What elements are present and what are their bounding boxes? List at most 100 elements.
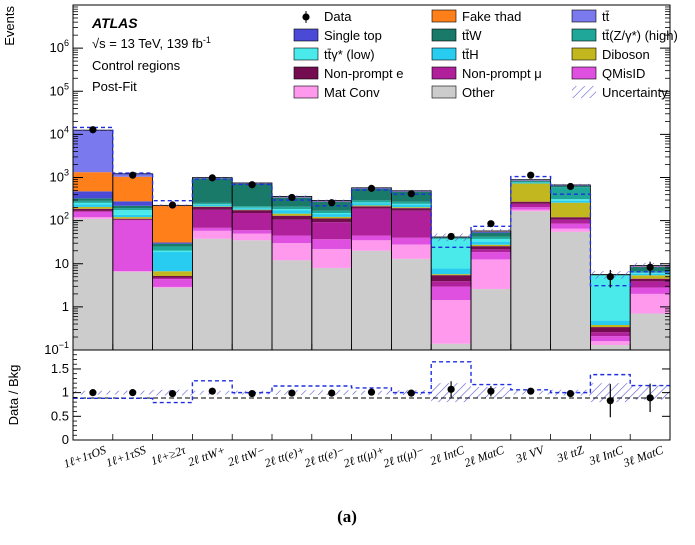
legend-label-14: Uncertainty: [602, 85, 668, 100]
stack-bar-2-7: [351, 235, 392, 241]
stack-bar-5-1: [112, 217, 153, 219]
legend-label-10: Non-prompt μ: [462, 66, 542, 81]
category-label-7: 2ℓ tt(μ)+: [341, 443, 386, 471]
legend-label-13: Other: [462, 85, 495, 100]
stack-bar-0-7: [351, 250, 392, 350]
stack-bar-2-9: [431, 286, 471, 301]
stack-bar-3-6: [311, 222, 352, 240]
stack-bar-9-10: [471, 232, 511, 237]
stack-bar-0-1: [112, 271, 153, 350]
data-point-8: [407, 190, 415, 198]
stack-bar-9-11: [510, 180, 551, 182]
stack-bar-7-5: [272, 209, 312, 211]
main-plot: 10−1 1 10 102 103 104 105 106 Events: [2, 4, 671, 440]
stack-bar-6-5: [272, 210, 312, 214]
legend-label-11: QMisID: [602, 66, 645, 81]
stack-bar-4-10: [471, 246, 511, 250]
stack-bar-2-4: [232, 230, 272, 234]
stack-bar-6-4: [232, 208, 272, 210]
stack-bar-6-1: [112, 214, 153, 218]
stack-bar-8-7: [351, 200, 392, 203]
stack-bar-4-5: [272, 215, 312, 220]
category-label-8: 2ℓ tt(μ)−: [381, 443, 426, 471]
stack-bar-0-14: [630, 313, 670, 350]
uncertainty-bin-10: [471, 228, 511, 234]
stack-bar-2-0: [73, 211, 113, 218]
stack-bar-9-3: [192, 178, 233, 203]
stack-bar-4-12: [550, 217, 591, 220]
stack-bar-1-6: [311, 248, 352, 268]
stack-bar-0-8: [391, 258, 432, 350]
legend-label-9: Non-prompt e: [324, 66, 403, 81]
stack-bar-8-11: [510, 181, 551, 183]
stack-bar-5-9: [431, 274, 471, 276]
stack-bar-3-13: [590, 332, 631, 337]
stack-bar-1-5: [272, 243, 312, 261]
stack-bar-1-2: [152, 286, 193, 288]
legend-label-3: Single top: [324, 28, 382, 43]
atlas-label: ATLAS: [91, 15, 138, 31]
data-points: [89, 126, 654, 288]
stack-bar-3-12: [550, 219, 591, 224]
y-axis-label: Events: [2, 6, 17, 46]
y-tick-label-5: 104: [50, 124, 69, 141]
y-tick-label-2: 10: [55, 256, 69, 271]
ratio-y-axis-ticks: 0 0.5 1 1.5: [51, 354, 670, 447]
stack-bar-2-5: [272, 235, 312, 244]
stack-bar-2-6: [311, 239, 352, 249]
legend-swatch-10: [431, 66, 457, 80]
stack-bar-2-10: [471, 252, 511, 260]
stack-bar-9-7: [351, 188, 392, 201]
stack-bar-6-12: [550, 200, 591, 203]
data-point-2: [168, 201, 177, 209]
ratio-point-2: [168, 389, 177, 398]
stack-bar-1-4: [232, 233, 272, 241]
stack-bar-0-11: [510, 211, 551, 350]
stack-bar-9-0: [73, 198, 113, 201]
data-point-10: [487, 220, 495, 228]
stack-bar-0-3: [192, 238, 233, 350]
stack-bar-3-5: [272, 219, 312, 236]
legend-label-1: Fake τhad: [462, 9, 521, 24]
stack-bar-0-5: [272, 260, 312, 350]
stack-bar-5-10: [471, 244, 511, 247]
ratio-point-11: [527, 387, 535, 395]
stack-bar-4-4: [232, 210, 272, 214]
stack-bar-10-0: [73, 191, 113, 199]
stack-bar-1-12: [550, 228, 591, 232]
stack-bar-2-1: [112, 220, 153, 272]
stack-bar-3-2: [152, 277, 193, 280]
legend-label-8: Diboson: [602, 47, 650, 62]
y-tick-label-3: 102: [50, 211, 69, 228]
stack-bar-1-13: [590, 341, 631, 346]
y-tick-label-6: 105: [50, 81, 69, 98]
stack-bar-0-13: [590, 345, 631, 350]
panel-label: (a): [337, 507, 357, 526]
stack-bar-3-9: [431, 281, 471, 287]
ratio-point-1: [129, 389, 137, 397]
ratio-point-8: [407, 389, 415, 397]
category-label-12: 3ℓ ttZ: [554, 443, 586, 466]
stack-bar-4-1: [112, 218, 153, 220]
ratio-point-3: [208, 387, 216, 395]
stack-bar-1-11: [510, 209, 551, 212]
stack-bar-1-14: [630, 293, 670, 314]
ratio-data-points: [89, 381, 654, 418]
stack-bar-7-1: [112, 210, 153, 215]
stack-bar-10-1: [112, 201, 153, 206]
legend-swatch-8: [571, 47, 597, 61]
stack-bar-6-0: [73, 204, 113, 207]
stack-bar-7-6: [311, 213, 352, 215]
legend-swatch-1: [431, 9, 457, 23]
category-label-13: 3ℓ IntC: [586, 442, 626, 468]
stack-bar-9-2: [152, 243, 193, 247]
ratio-point-14: [646, 394, 654, 402]
ratio-point-5: [288, 389, 296, 397]
stack-bar-8-2: [152, 246, 193, 251]
stack-bar-0-10: [471, 288, 511, 350]
stack-bar-4-11: [510, 201, 551, 204]
ratio-point-7: [367, 388, 376, 396]
category-label-2: 1ℓ+≥2τ: [149, 442, 188, 468]
